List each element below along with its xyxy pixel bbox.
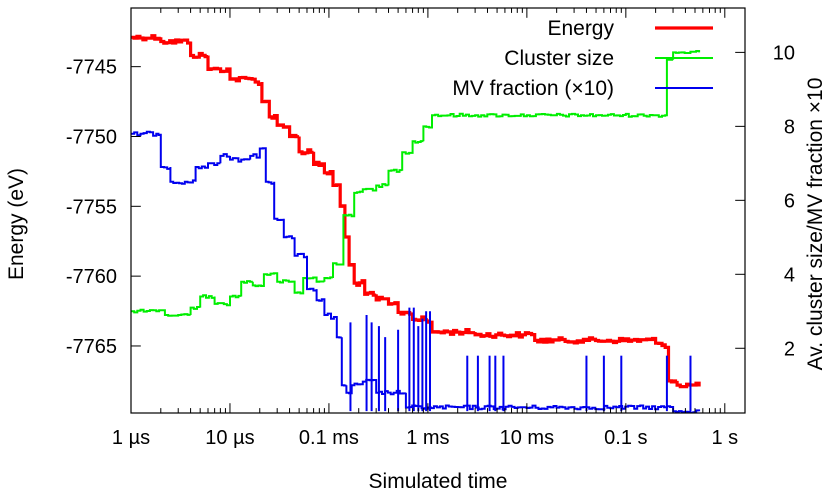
- y-left-tick-label: -7755: [66, 196, 117, 218]
- y-axis-label-right: Av. cluster size/MV fraction ×10: [804, 78, 827, 371]
- series-line: [131, 34, 701, 389]
- y-left-tick-label: -7760: [66, 266, 117, 288]
- x-tick-label: 1 µs: [112, 427, 150, 449]
- series-energy: [131, 34, 701, 389]
- x-tick-label: 10 µs: [205, 427, 254, 449]
- x-tick-label: 0.1 s: [604, 427, 647, 449]
- x-tick-label: 10 ms: [500, 427, 554, 449]
- series-layer: [131, 34, 701, 413]
- y-axis-label-left: Energy (eV): [5, 168, 28, 280]
- y-left-tick-label: -7745: [66, 57, 117, 79]
- series-line: [131, 130, 701, 413]
- legend-label: Energy: [547, 17, 614, 40]
- y-right-tick-label: 6: [784, 190, 795, 212]
- legend: Energy Cluster size MV fraction (×10): [452, 17, 713, 100]
- plot-frame: [130, 7, 746, 414]
- series-cluster-size: [131, 50, 701, 317]
- y-left-tick-label: -7750: [66, 126, 117, 148]
- series-mv-fraction: [131, 130, 701, 413]
- y-right-tick-label: 2: [784, 338, 795, 360]
- x-tick-label: 1 s: [711, 427, 738, 449]
- x-tick-label: 0.1 ms: [299, 427, 359, 449]
- y-right-tick-label: 8: [784, 116, 795, 138]
- y-right-tick-label: 4: [784, 264, 795, 286]
- y-right-tick-label: 10: [773, 42, 795, 64]
- x-tick-label: 1 ms: [406, 427, 449, 449]
- legend-label: MV fraction (×10): [452, 77, 614, 100]
- x-axis-label: Simulated time: [369, 470, 508, 493]
- tick-layer: 1 µs 10 µs 0.1 ms 1 ms 10 ms 0.1 s 1 s -7745 -77…: [66, 8, 795, 449]
- plot-border: [130, 7, 746, 414]
- y-left-tick-label: -7765: [66, 336, 117, 358]
- series-line: [131, 50, 701, 317]
- legend-label: Cluster size: [504, 47, 614, 70]
